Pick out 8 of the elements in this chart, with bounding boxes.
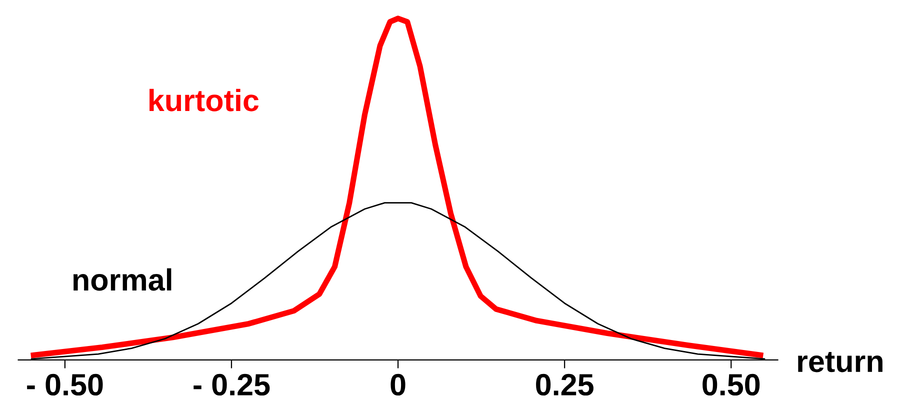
x-tick-label: 0.25 (536, 374, 594, 396)
x-axis-title: return (798, 352, 882, 372)
text: kurtotic (150, 88, 259, 112)
x-tick-label: - 0.25 (194, 374, 270, 396)
x-tick-label: - 0.50 (27, 374, 103, 396)
x-tick-label: 0 (390, 374, 406, 396)
x-tick-label: 0.50 (702, 374, 760, 396)
series-label: normal (73, 268, 172, 291)
